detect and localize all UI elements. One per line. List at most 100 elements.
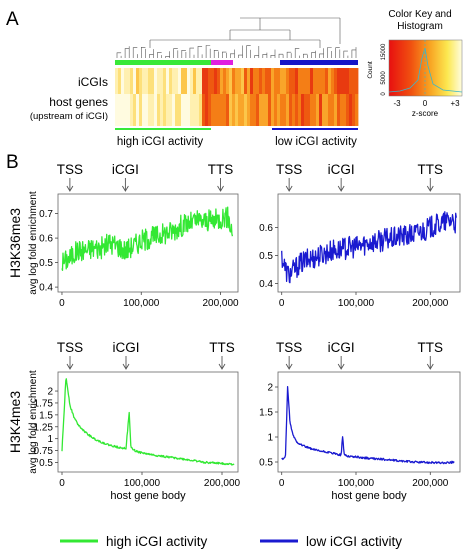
- heatmap-cell: [343, 68, 347, 94]
- plot-frame: [57, 193, 239, 293]
- heatmap-cell: [220, 68, 224, 94]
- color-key-ytick-15000: 15000: [381, 43, 387, 60]
- marker-arrowhead: [337, 185, 345, 192]
- heatmap-cell: [352, 68, 356, 94]
- heatmap-cell: [313, 68, 317, 94]
- heatmap-cell: [262, 94, 266, 126]
- heatmap-cell: [232, 68, 236, 94]
- x-tick-label: 200,000: [412, 298, 449, 309]
- heatmap-cell: [334, 68, 338, 94]
- panel-b-label: B: [6, 152, 19, 173]
- row-label-upstream: (upstream of iCGI): [30, 111, 108, 122]
- color-key-ytick-0: 0: [381, 92, 387, 96]
- heatmap-cell: [334, 94, 338, 126]
- heatmap-cell: [124, 94, 128, 126]
- heatmap-cell: [157, 94, 161, 126]
- heatmap-cell: [208, 94, 212, 126]
- heatmap-cell: [226, 94, 230, 126]
- heatmap-cell: [121, 68, 125, 94]
- ylabel-h3k36: avg log fold enrichment: [28, 191, 39, 295]
- y-tick-label: 0.6: [39, 234, 53, 245]
- heatmap-cell: [175, 68, 179, 94]
- y-tick-label: 0.5: [259, 251, 273, 262]
- y-tick-label: 0.5: [39, 458, 53, 469]
- heatmap-cell: [160, 94, 164, 126]
- color-key-xtick-neg3: -3: [393, 99, 401, 108]
- heatmap-cell: [322, 94, 326, 126]
- x-tick-label: 100,000: [338, 298, 375, 309]
- heatmap-cell: [127, 68, 131, 94]
- heatmap-cell: [232, 94, 236, 126]
- marker-label-tss: TSS: [276, 162, 302, 177]
- plot-frame: [277, 371, 461, 473]
- heatmap-cell: [346, 68, 350, 94]
- heatmap-cell: [253, 68, 257, 94]
- heatmap-cell: [163, 68, 167, 94]
- x-tick-label: 100,000: [338, 478, 375, 489]
- panel-a-label: A: [6, 9, 19, 30]
- y-tick-label: 0.5: [39, 258, 53, 269]
- heatmap-cell: [346, 94, 350, 126]
- heatmap-cell: [130, 94, 134, 126]
- heatmap-cell: [337, 68, 341, 94]
- series-line-low: [281, 211, 457, 284]
- heatmap-cell: [238, 68, 242, 94]
- color-key-ytick-5000: 5000: [381, 71, 387, 85]
- marker-label-tts: TTS: [418, 340, 444, 355]
- heatmap-cell: [244, 94, 248, 126]
- heatmap: [115, 68, 359, 126]
- heatmap-cell: [238, 94, 242, 126]
- heatmap-cell: [340, 68, 344, 94]
- marker-label-tss: TSS: [276, 340, 302, 355]
- color-key-title-1: Color Key and: [388, 9, 451, 20]
- heatmap-cell: [340, 94, 344, 126]
- heatmap-cell: [328, 68, 332, 94]
- heatmap-cell: [220, 94, 224, 126]
- heatmap-cell: [160, 68, 164, 94]
- heatmap-cell: [349, 94, 353, 126]
- marker-arrowhead: [122, 363, 130, 370]
- heatmap-cell: [262, 68, 266, 94]
- heatmap-cell: [283, 68, 287, 94]
- heatmap-cell: [181, 94, 185, 126]
- heatmap-cell: [295, 94, 299, 126]
- heatmap-cell: [205, 68, 209, 94]
- heatmap-cell: [166, 68, 170, 94]
- heatmap-cell: [211, 68, 215, 94]
- heatmap-cell: [247, 68, 251, 94]
- legend: high iCGI activity low iCGI activity: [60, 534, 402, 549]
- heatmap-cell: [277, 94, 281, 126]
- heatmap-cell: [265, 68, 269, 94]
- heatmap-cell: [151, 68, 155, 94]
- heatmap-cell: [145, 68, 149, 94]
- heatmap-cell: [307, 94, 311, 126]
- marker-label-icgi: iCGI: [113, 340, 140, 355]
- heatmap-cell: [253, 94, 257, 126]
- heatmap-cell: [244, 68, 248, 94]
- heatmap-cell: [187, 68, 191, 94]
- heatmap-cell: [133, 68, 137, 94]
- marker-label-icgi: iCGI: [328, 340, 355, 355]
- heatmap-cell: [241, 68, 245, 94]
- heatmap-cell: [178, 94, 182, 126]
- heatmap-cell: [196, 68, 200, 94]
- x-tick-label: 0: [59, 298, 65, 309]
- heatmap-cell: [151, 94, 155, 126]
- heatmap-cell: [205, 94, 209, 126]
- heatmap-cell: [295, 68, 299, 94]
- heatmap-cell: [235, 68, 239, 94]
- heatmap-cell: [172, 94, 176, 126]
- heatmap-cell: [226, 68, 230, 94]
- marker-arrowhead: [285, 363, 293, 370]
- x-tick-label: 0: [279, 298, 285, 309]
- heatmap-cell: [208, 68, 212, 94]
- x-tick-label: 200,000: [204, 478, 241, 489]
- x-axis-label: host gene body: [331, 490, 407, 502]
- marker-arrowhead: [218, 363, 226, 370]
- marker-arrowhead: [217, 185, 224, 192]
- heatmap-cell: [190, 94, 194, 126]
- heatmap-cell: [283, 94, 287, 126]
- plot-frame: [57, 371, 239, 473]
- heatmap-cell: [130, 68, 134, 94]
- color-key-ylabel: Count: [367, 61, 374, 79]
